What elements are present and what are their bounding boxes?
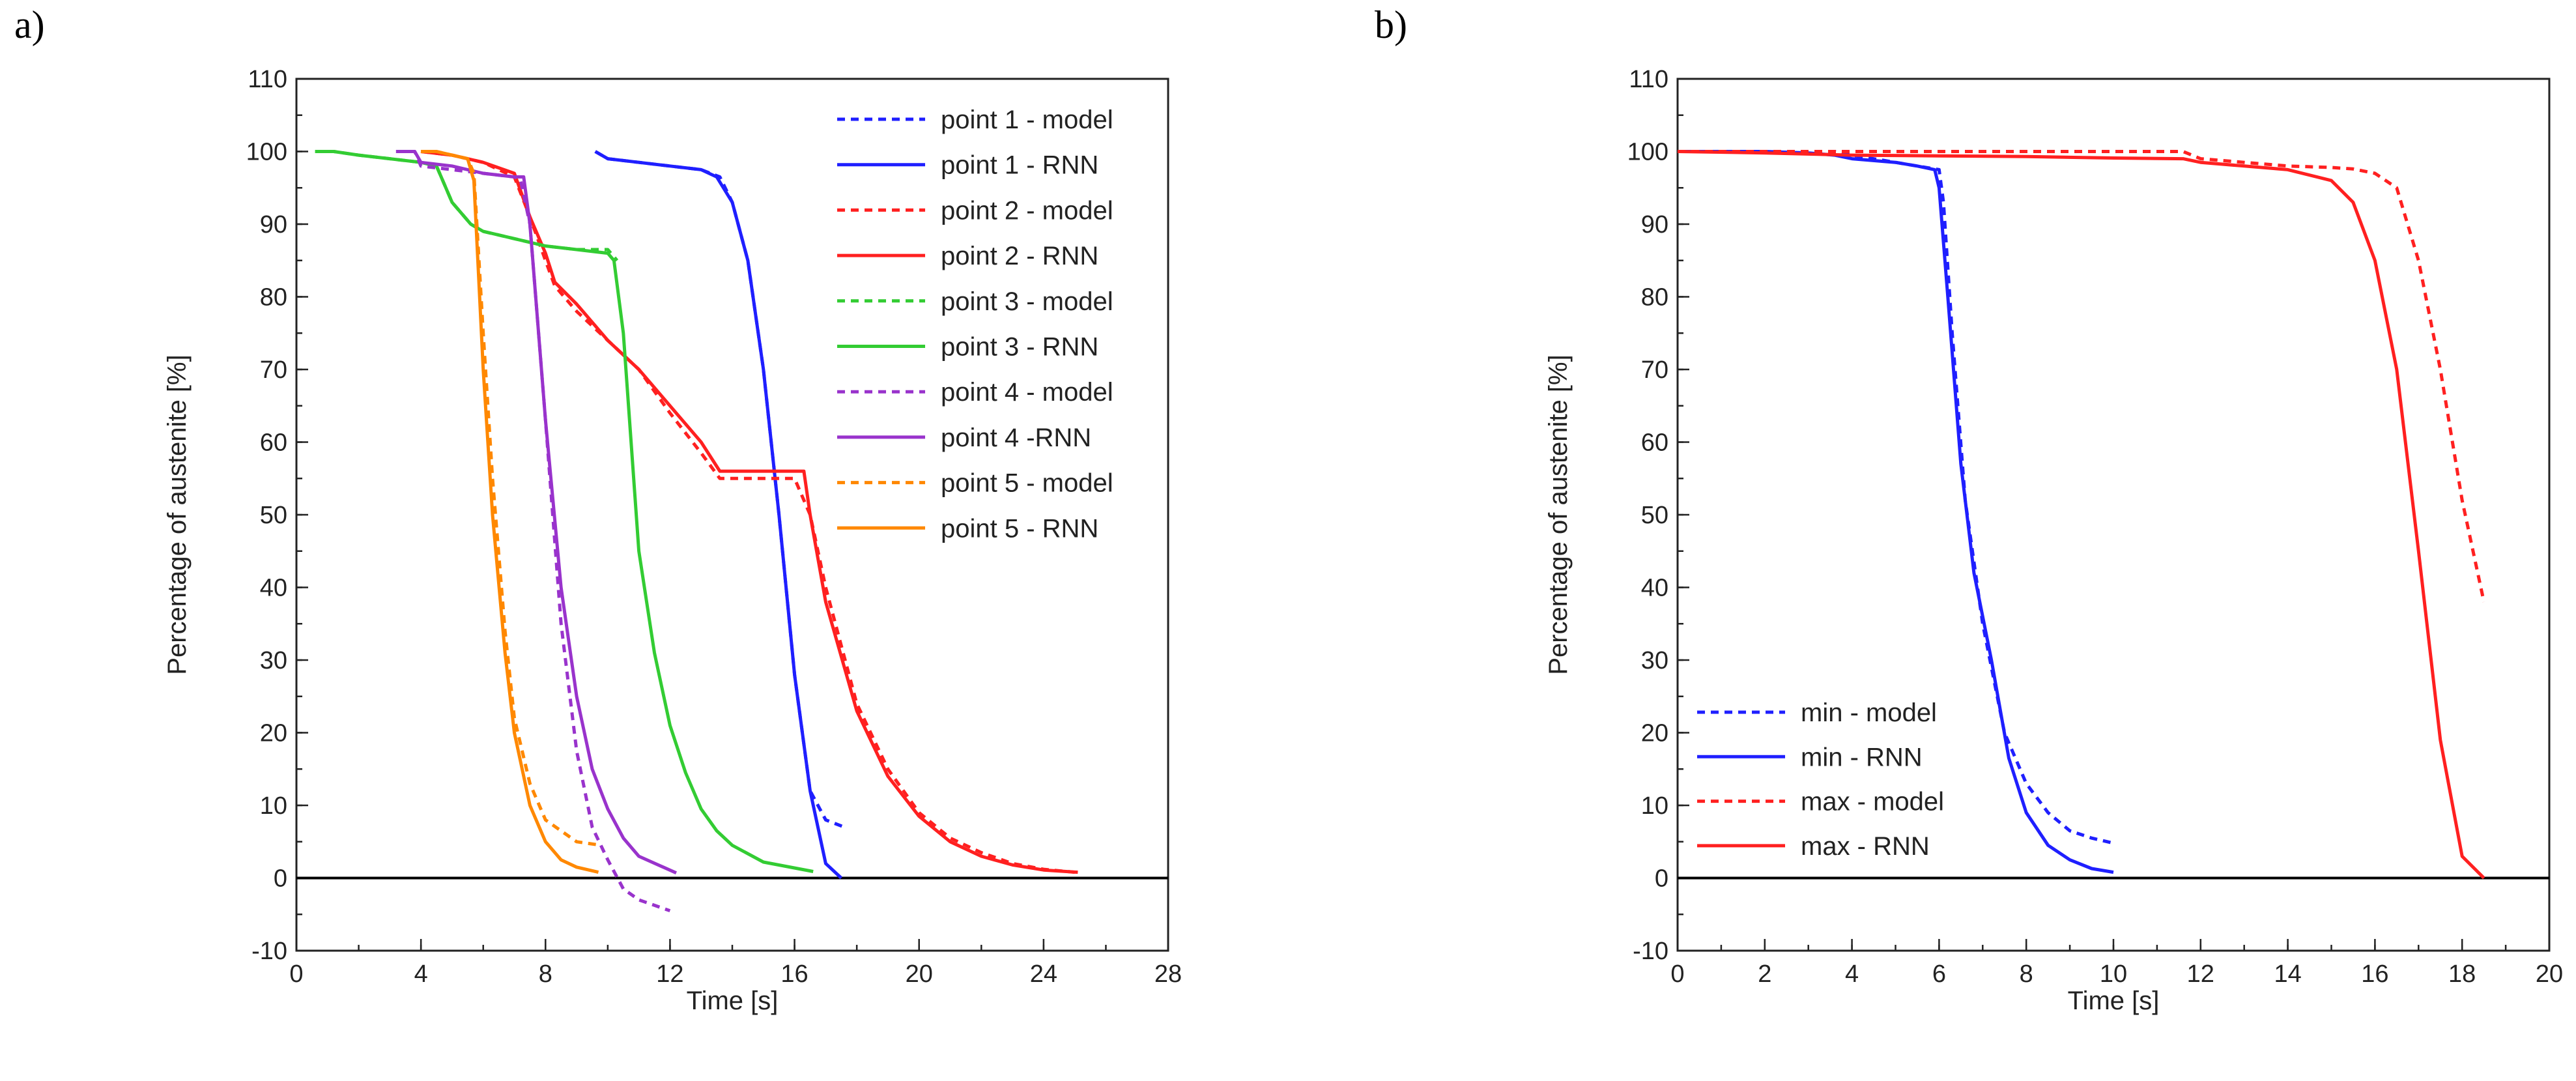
y-tick-label: 50 xyxy=(260,502,287,529)
x-tick-label: 16 xyxy=(2361,960,2388,988)
y-tick-label: 0 xyxy=(1655,865,1668,893)
y-tick-label: 20 xyxy=(260,720,287,747)
x-tick-label: 20 xyxy=(906,960,933,988)
legend-label: point 5 - RNN xyxy=(941,514,1098,543)
legend: point 1 - model point 1 - RNN point 2 - mo… xyxy=(837,106,1113,543)
y-tick-label: 20 xyxy=(1641,720,1668,747)
y-tick-label: 80 xyxy=(260,284,287,311)
x-tick-label: 8 xyxy=(2020,960,2033,988)
y-tick-label: 60 xyxy=(1641,429,1668,457)
x-tick-label: 14 xyxy=(2274,960,2301,988)
series-line-1 xyxy=(1678,150,2114,845)
x-tick-label: 8 xyxy=(539,960,552,988)
legend-label: min - RNN xyxy=(1801,743,1923,771)
x-tick-label: 12 xyxy=(656,960,683,988)
legend-label: point 4 - model xyxy=(941,378,1113,407)
x-tick-label: 4 xyxy=(414,960,428,988)
x-tick-label: 24 xyxy=(1030,960,1057,988)
legend-label: point 4 -RNN xyxy=(941,424,1091,452)
series-line-6 xyxy=(315,150,814,873)
y-tick-label: 40 xyxy=(260,575,287,602)
legend-label: point 3 - RNN xyxy=(941,333,1098,362)
x-tick-label: 28 xyxy=(1154,960,1182,988)
x-axis-label: Time [s] xyxy=(687,987,779,1015)
y-tick-label: -10 xyxy=(1633,938,1668,965)
legend-label: point 1 - RNN xyxy=(941,151,1098,180)
y-tick-label: 100 xyxy=(246,139,287,166)
x-tick-label: 16 xyxy=(780,960,808,988)
y-tick-label: 30 xyxy=(260,647,287,674)
y-tick-label: 0 xyxy=(274,865,287,893)
legend-label: max - RNN xyxy=(1801,832,1930,861)
series-line-10 xyxy=(421,150,599,874)
legend-label: point 5 - model xyxy=(941,469,1113,498)
panel-label-b: b) xyxy=(1375,3,1407,46)
x-tick-label: 0 xyxy=(289,960,303,988)
panel-label-a: a) xyxy=(14,3,45,46)
chart-b: 0 2 4 6 8 10 12 14 16 18 20-1001020304050607080901… xyxy=(1544,66,2563,1015)
legend-label: point 1 - model xyxy=(941,106,1113,134)
series-line-3 xyxy=(420,150,1075,874)
x-tick-label: 4 xyxy=(1845,960,1859,988)
y-tick-label: 60 xyxy=(260,429,287,457)
y-tick-label: 10 xyxy=(260,792,287,820)
y-tick-label: 90 xyxy=(260,211,287,238)
y-tick-label: -10 xyxy=(251,938,287,965)
x-tick-label: 12 xyxy=(2187,960,2214,988)
x-tick-label: 0 xyxy=(1670,960,1684,988)
series-line-4 xyxy=(1677,150,2485,880)
x-tick-label: 20 xyxy=(2536,960,2563,988)
y-tick-label: 30 xyxy=(1641,647,1668,674)
y-tick-label: 40 xyxy=(1641,575,1668,602)
legend-label: min - model xyxy=(1801,699,1937,727)
y-tick-label: 80 xyxy=(1641,284,1668,311)
y-tick-label: 110 xyxy=(248,66,287,93)
y-tick-label: 10 xyxy=(1641,792,1668,820)
legend: min - model min - RNN max - model max - RNN xyxy=(1697,699,1944,861)
chart-a: 0 4 8 12 16 20 24 28-10010203040506070809010011… xyxy=(163,66,1182,1015)
y-tick-label: 70 xyxy=(260,356,287,384)
y-tick-label: 100 xyxy=(1627,139,1668,166)
x-axis-label: Time [s] xyxy=(2068,987,2160,1015)
x-tick-label: 6 xyxy=(1932,960,1946,988)
y-tick-label: 50 xyxy=(1641,502,1668,529)
legend-label: point 2 - model xyxy=(941,196,1113,225)
legend-label: point 2 - RNN xyxy=(941,242,1098,270)
plot-frame xyxy=(1676,78,2551,952)
y-tick-label: 90 xyxy=(1641,211,1668,238)
series-line-2 xyxy=(594,150,843,880)
x-tick-label: 18 xyxy=(2448,960,2476,988)
legend-label: point 3 - model xyxy=(941,287,1113,316)
x-tick-label: 10 xyxy=(2100,960,2127,988)
series-line-8 xyxy=(395,150,678,874)
y-tick-label: 110 xyxy=(1629,66,1668,93)
y-axis-label: Percentage of austenite [%] xyxy=(1544,354,1573,674)
x-tick-label: 2 xyxy=(1758,960,1771,988)
y-tick-label: 70 xyxy=(1641,356,1668,384)
legend-label: max - model xyxy=(1801,788,1944,816)
y-axis-label: Percentage of austenite [%] xyxy=(163,354,192,674)
series-line-3 xyxy=(1678,150,2486,603)
